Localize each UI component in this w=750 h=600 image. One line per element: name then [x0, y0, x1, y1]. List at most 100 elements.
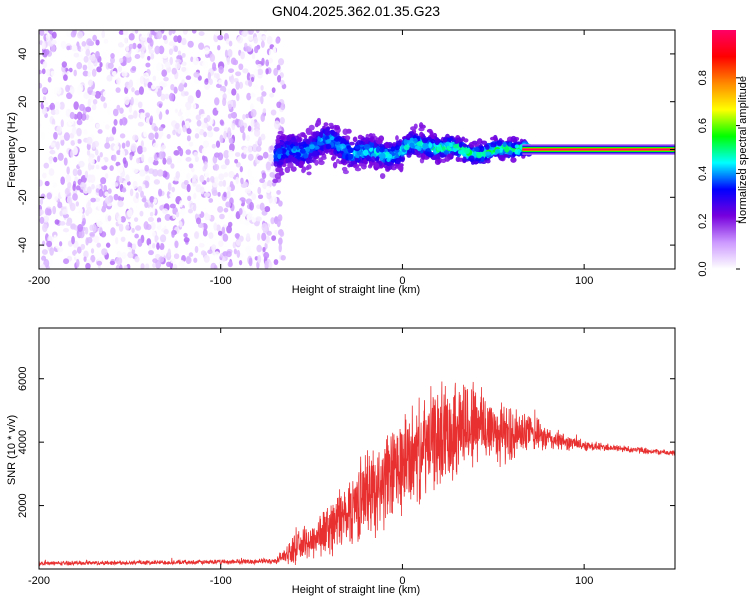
noise-speckle	[39, 209, 44, 216]
noise-speckle	[180, 115, 184, 122]
noise-speckle	[72, 193, 78, 201]
noise-speckle	[125, 246, 133, 252]
noise-speckle	[172, 129, 176, 136]
signal-onset-cell	[379, 173, 386, 179]
signal-onset-cell	[463, 138, 469, 143]
noise-speckle	[228, 68, 235, 73]
noise-speckle	[217, 230, 223, 236]
signal-onset-cell	[421, 137, 429, 144]
noise-speckle	[167, 248, 172, 258]
noise-speckle	[215, 224, 221, 232]
noise-speckle	[233, 248, 238, 255]
noise-speckle	[248, 257, 253, 267]
noise-speckle	[209, 53, 216, 63]
noise-speckle	[231, 123, 236, 131]
noise-speckle	[201, 147, 207, 155]
noise-speckle	[163, 229, 169, 235]
signal-onset-cell	[334, 125, 340, 130]
noise-speckle	[60, 188, 65, 198]
signal-onset-cell	[324, 149, 329, 154]
noise-speckle	[212, 62, 217, 71]
noise-speckle	[79, 182, 86, 190]
signal-onset-cell	[481, 150, 486, 157]
noise-speckle	[83, 91, 90, 100]
noise-speckle	[212, 182, 219, 188]
noise-speckle	[66, 166, 70, 175]
signal-onset-cell	[503, 154, 510, 158]
snr-x-ticks: -200 -100 0 100	[28, 328, 593, 587]
noise-speckle	[137, 145, 144, 155]
noise-speckle	[76, 111, 83, 121]
noise-speckle	[257, 68, 264, 76]
noise-speckle	[174, 122, 180, 130]
noise-speckle	[70, 140, 76, 146]
noise-speckle	[65, 31, 72, 37]
noise-speckle	[89, 174, 96, 183]
signal-onset-cell	[348, 161, 354, 168]
signal-onset-cell	[319, 132, 324, 138]
signal-onset-cell	[430, 138, 436, 144]
noise-speckle	[247, 125, 252, 132]
signal-onset-cell	[514, 148, 519, 155]
noise-speckle	[251, 52, 256, 60]
noise-speckle	[121, 251, 127, 259]
noise-speckle	[170, 83, 175, 91]
noise-speckle	[59, 135, 65, 141]
noise-speckle	[235, 81, 240, 90]
noise-speckle	[271, 87, 276, 94]
noise-speckle	[96, 218, 103, 228]
signal-onset-cell	[277, 130, 284, 135]
signal-onset-cell	[273, 160, 279, 167]
noise-speckle	[214, 97, 220, 106]
signal-onset-cell	[504, 146, 510, 153]
noise-speckle	[44, 180, 50, 187]
noise-speckle	[187, 208, 194, 214]
noise-speckle	[173, 35, 179, 43]
noise-speckle	[177, 127, 182, 134]
noise-speckle	[239, 216, 245, 225]
noise-speckle	[272, 46, 277, 55]
noise-speckle	[130, 143, 137, 152]
noise-speckle	[150, 30, 154, 35]
noise-speckle	[44, 49, 50, 56]
noise-speckle	[78, 207, 84, 214]
noise-speckle	[145, 263, 150, 269]
noise-speckle	[41, 86, 48, 94]
noise-speckle	[123, 180, 127, 186]
noise-speckle	[182, 265, 188, 269]
noise-speckle	[90, 197, 97, 203]
noise-speckle	[234, 152, 241, 157]
noise-speckle	[256, 232, 261, 241]
noise-speckle	[278, 200, 283, 207]
noise-speckle	[95, 188, 100, 193]
noise-speckle	[87, 71, 92, 78]
noise-speckle	[174, 240, 179, 249]
noise-speckle	[99, 140, 104, 148]
signal-onset-cell	[434, 138, 441, 143]
noise-speckle	[246, 212, 253, 221]
noise-speckle	[48, 156, 53, 165]
noise-speckle	[224, 49, 229, 58]
noise-speckle	[146, 55, 151, 61]
colorbar-ticks: 0.0 0.2 0.4 0.6 0.8	[697, 70, 740, 277]
noise-speckle	[65, 84, 71, 93]
noise-speckle	[39, 69, 43, 75]
noise-speckle	[253, 36, 259, 44]
signal-onset-cell	[375, 146, 380, 153]
noise-speckle	[213, 126, 220, 132]
noise-speckle	[205, 214, 212, 221]
noise-speckle	[97, 129, 103, 134]
noise-speckle	[90, 248, 95, 254]
signal-onset-cell	[301, 168, 306, 174]
signal-onset-cell	[428, 141, 433, 149]
spectrogram-heatmap	[39, 30, 675, 269]
noise-speckle	[158, 151, 164, 160]
noise-speckle	[181, 37, 187, 46]
noise-speckle	[91, 68, 97, 77]
noise-speckle	[39, 82, 43, 89]
noise-speckle	[238, 81, 244, 89]
noise-speckle	[266, 35, 273, 45]
noise-speckle	[191, 178, 197, 187]
signal-onset-cell	[332, 161, 338, 169]
noise-speckle	[48, 168, 55, 176]
